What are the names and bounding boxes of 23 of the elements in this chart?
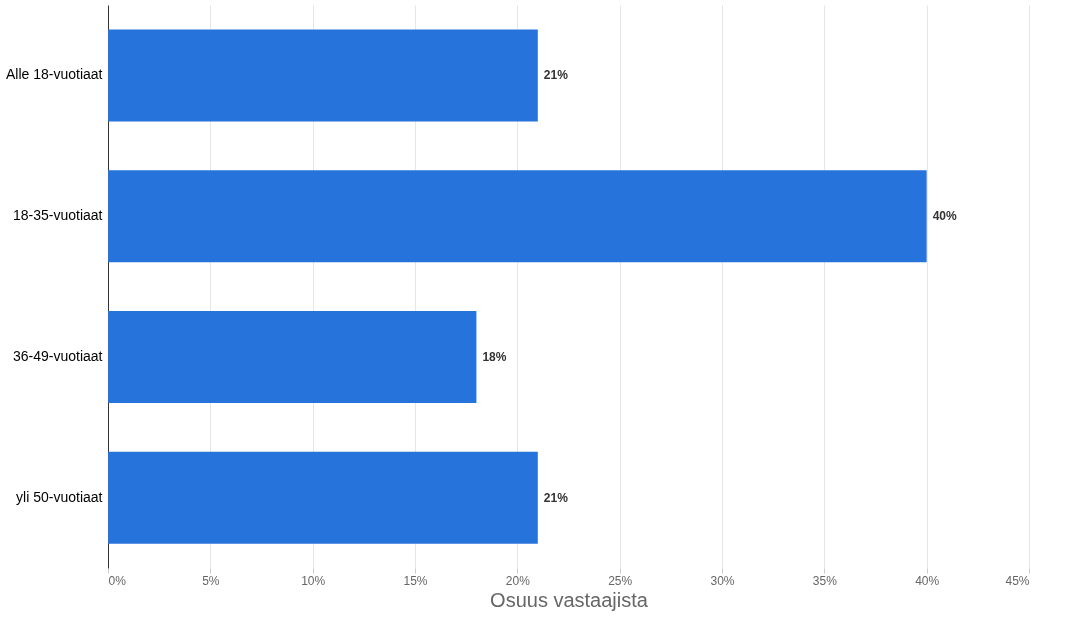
x-tick-label: 40% [915, 573, 940, 588]
y-tick-label: 36-49-vuotiaat [12, 347, 103, 364]
bar [108, 451, 538, 544]
bar [108, 310, 477, 403]
y-tick-label: yli 50-vuotiaat [16, 488, 103, 505]
y-tick-label: 18-35-vuotiaat [12, 207, 103, 224]
data-label: 40% [932, 209, 958, 224]
data-label: 18% [482, 349, 507, 364]
x-tick-label: 35% [812, 573, 838, 588]
x-tick-label: 45% [1005, 573, 1030, 588]
x-tick-label: 25% [608, 573, 633, 588]
x-tick-label: 0% [108, 573, 127, 588]
bar [108, 29, 538, 122]
bar [108, 170, 927, 263]
x-axis-title: Osuus vastaajista [490, 588, 649, 611]
x-tick-label: 30% [710, 573, 735, 588]
y-tick-label: Alle 18-vuotiaat [5, 66, 103, 83]
x-tick-label: 5% [202, 573, 220, 588]
data-label: 21% [543, 68, 569, 83]
x-tick-label: 10% [301, 573, 326, 588]
data-label: 21% [543, 490, 569, 505]
x-tick-label: 20% [505, 573, 531, 588]
x-tick-label: 15% [403, 573, 428, 588]
